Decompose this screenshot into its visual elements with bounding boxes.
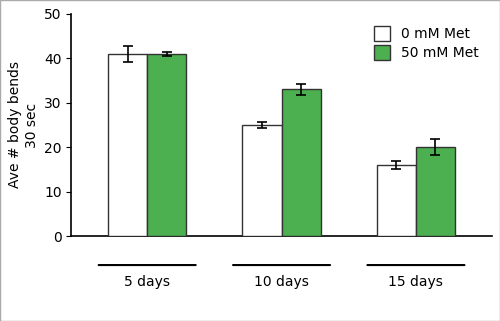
Bar [377,165,416,236]
Text: 5 days: 5 days [124,275,170,289]
Bar [108,54,147,236]
Y-axis label: Ave # body bends
30 sec: Ave # body bends 30 sec [8,62,38,188]
Text: 10 days: 10 days [254,275,309,289]
Text: 15 days: 15 days [388,275,444,289]
Bar [242,125,282,236]
Bar [282,90,321,236]
Bar [416,147,455,236]
Bar [147,54,186,236]
Legend: 0 mM Met, 50 mM Met: 0 mM Met, 50 mM Met [368,21,484,66]
